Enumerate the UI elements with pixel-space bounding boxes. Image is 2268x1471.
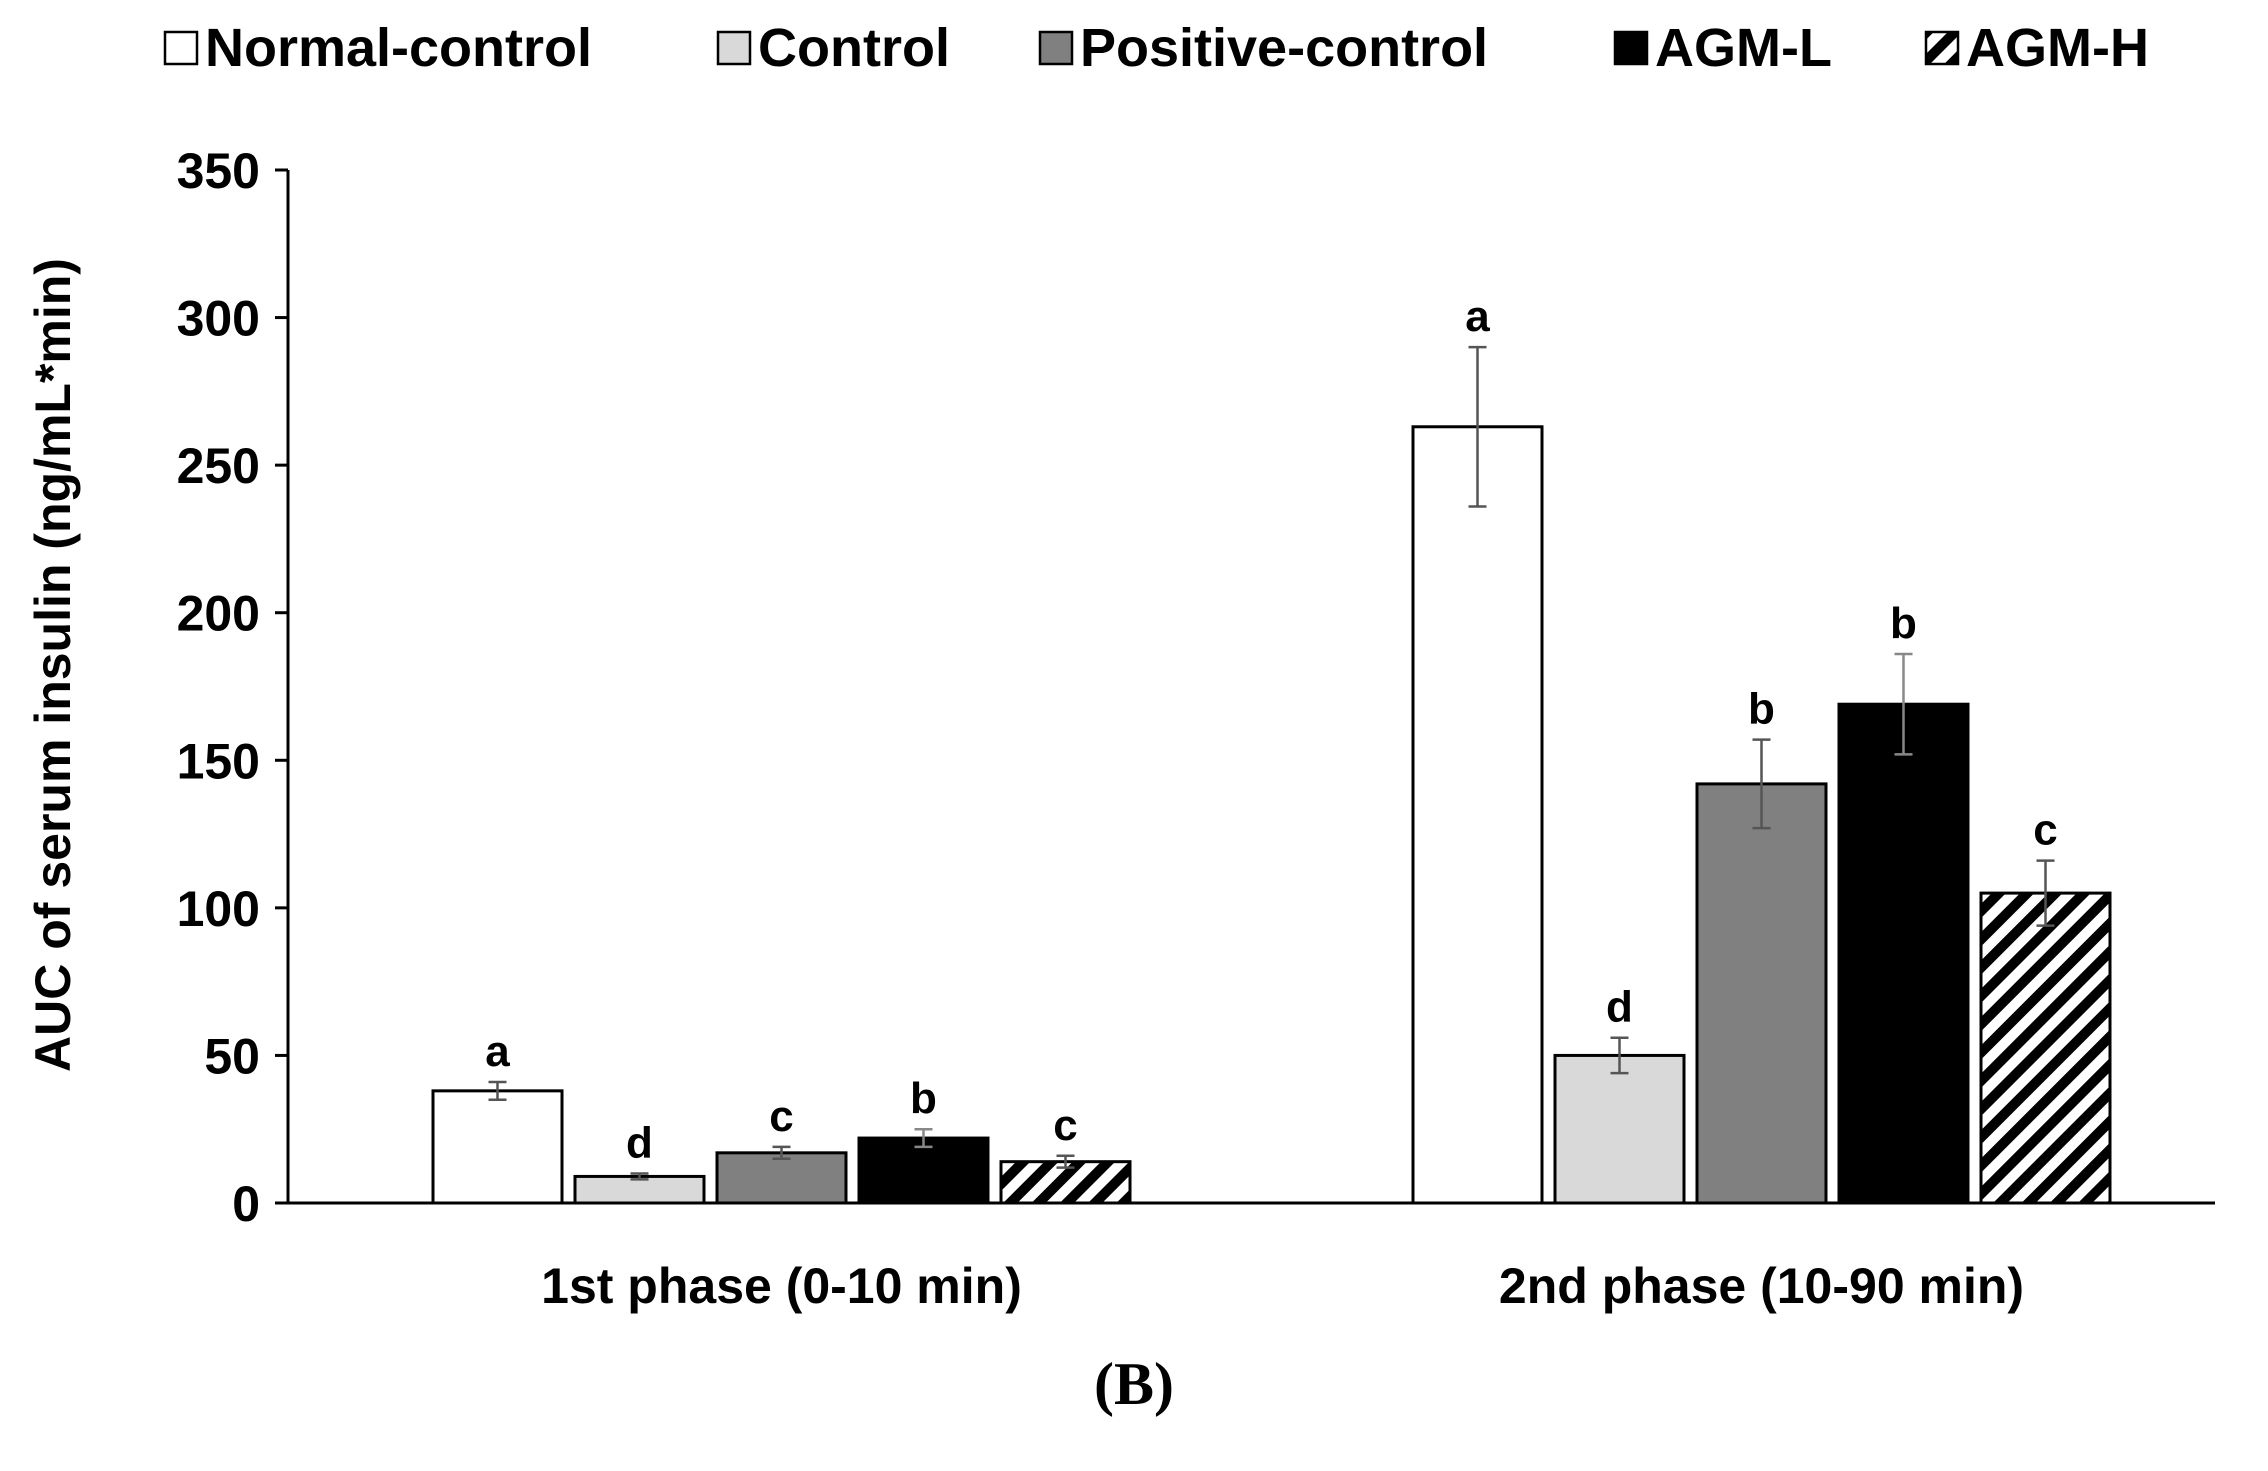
significance-label: a: [1465, 292, 1490, 341]
bar-agm-h-2: [1979, 891, 2112, 1205]
significance-label: c: [769, 1092, 793, 1141]
y-tick-label: 200: [177, 586, 260, 642]
legend-swatch-agm-h: [1924, 30, 1960, 66]
legend-label: AGM-H: [1966, 18, 2149, 78]
bar-normal-control-1: [431, 1089, 564, 1205]
legend-swatch-control: [716, 30, 752, 66]
bar-normal-control-2: [1411, 425, 1544, 1205]
legend-label: AGM-L: [1655, 18, 1832, 78]
bar-positive-control-2: [1695, 782, 1828, 1205]
significance-label: b: [910, 1074, 937, 1123]
bars: a d c b c a d b b c: [431, 292, 2112, 1205]
y-tick-label: 250: [177, 438, 260, 494]
significance-label: c: [2033, 806, 2057, 855]
y-axis: 0 50 100 150 200 250 300 350: [177, 143, 290, 1232]
legend-swatch-agm-l: [1613, 30, 1649, 66]
bar-agm-l-2: [1837, 702, 1970, 1205]
significance-label: d: [626, 1118, 653, 1167]
legend: Normal-control Control Positive-control AGM…: [163, 18, 2149, 78]
x-axis: 1st phase (0-10 min) 2nd phase (10-90 min…: [288, 1201, 2215, 1314]
significance-label: b: [1748, 685, 1775, 734]
y-tick-label: 50: [204, 1028, 260, 1084]
y-tick-label: 350: [177, 143, 260, 199]
y-tick-label: 300: [177, 291, 260, 347]
y-axis-label: AUC of serum insulin (ng/mL*min): [25, 258, 81, 1072]
x-category-label: 2nd phase (10-90 min): [1499, 1258, 2024, 1314]
x-category-label: 1st phase (0-10 min): [541, 1258, 1022, 1314]
bar-positive-control-1: [715, 1151, 848, 1205]
bar-control-2: [1553, 1053, 1686, 1205]
y-tick-label: 150: [177, 733, 260, 789]
significance-label: d: [1606, 983, 1633, 1032]
y-tick-label: 100: [177, 881, 260, 937]
y-tick-label: 0: [232, 1176, 260, 1232]
significance-label: a: [485, 1027, 510, 1076]
legend-swatch-normal-control: [163, 30, 199, 66]
significance-label: b: [1890, 599, 1917, 648]
significance-label: c: [1053, 1101, 1077, 1150]
legend-label: Normal-control: [205, 18, 592, 78]
legend-label: Positive-control: [1080, 18, 1488, 78]
panel-label: (B): [1094, 1351, 1174, 1417]
legend-swatch-positive-control: [1038, 30, 1074, 66]
legend-label: Control: [758, 18, 950, 78]
